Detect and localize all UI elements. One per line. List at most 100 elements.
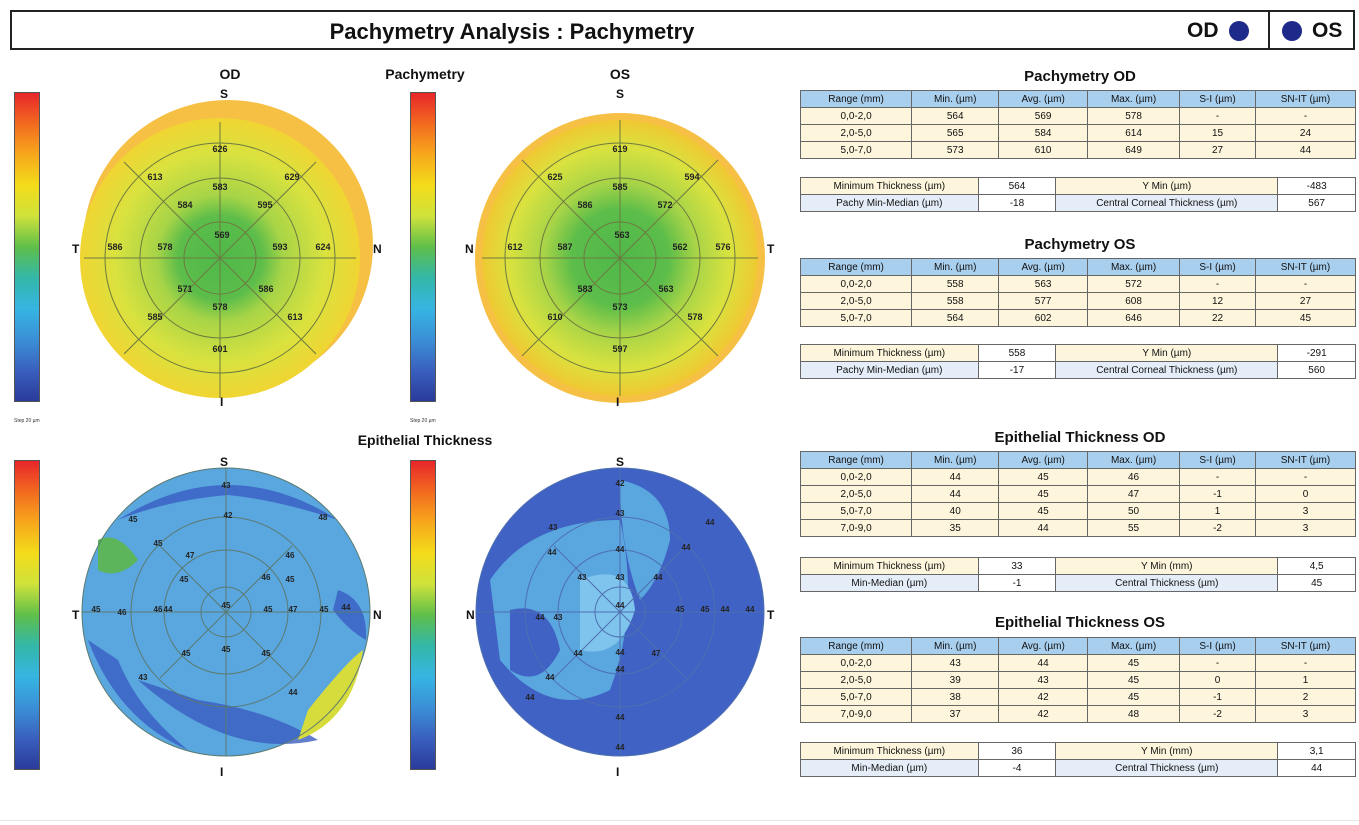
table-cell: 558 bbox=[911, 275, 1000, 293]
table-cell: 584 bbox=[998, 124, 1088, 142]
summary-label: Minimum Thickness (µm) bbox=[800, 557, 979, 575]
map-value: 586 bbox=[107, 242, 122, 252]
summary-value: -1 bbox=[977, 574, 1057, 592]
pachy-os-dir-i: I bbox=[616, 395, 620, 409]
epi-od-dir-n: N bbox=[373, 608, 382, 622]
epi-od-dir-t: T bbox=[72, 608, 80, 622]
summary-row: Minimum Thickness (µm) 33 Y Min (mm) 4,5 bbox=[800, 557, 1356, 575]
map-value: 569 bbox=[214, 230, 229, 240]
table-header-row: Range (mm) Min. (µm) Avg. (µm) Max. (µm) S-I… bbox=[799, 258, 1357, 276]
table-cell: 2,0-5,0 bbox=[799, 124, 913, 142]
summary-value: -17 bbox=[977, 361, 1057, 379]
table-cell: 38 bbox=[911, 688, 1000, 706]
pachy-os-summary: Minimum Thickness (µm) 558 Y Min (µm) -291 P… bbox=[800, 344, 1356, 379]
map-value: 586 bbox=[577, 200, 592, 210]
table-cell: 558 bbox=[911, 292, 1000, 310]
summary-value: 45 bbox=[1277, 574, 1356, 592]
table-cell: 42 bbox=[998, 705, 1088, 723]
table-cell: 45 bbox=[1086, 688, 1181, 706]
map-value: 571 bbox=[177, 284, 192, 294]
map-value: 45 bbox=[286, 575, 295, 584]
map-value: 583 bbox=[577, 284, 592, 294]
summary-value: 558 bbox=[977, 344, 1057, 362]
summary-label: Y Min (mm) bbox=[1055, 742, 1279, 760]
pachy-od-table: Range (mm) Min. (µm) Avg. (µm) Max. (µm) S-I… bbox=[799, 90, 1357, 159]
summary-label: Min-Median (µm) bbox=[800, 759, 979, 777]
table-row: 5,0-7,0 564 602 646 22 45 bbox=[799, 309, 1357, 327]
table-cell: - bbox=[1254, 654, 1357, 672]
table-cell: 3 bbox=[1254, 705, 1357, 723]
summary-row: Pachy Min-Median (µm) -17 Central Corneal … bbox=[800, 361, 1356, 379]
summary-value: -18 bbox=[977, 194, 1057, 212]
table-cell: - bbox=[1179, 275, 1256, 293]
table-cell: 50 bbox=[1086, 502, 1181, 520]
map-value: 585 bbox=[612, 182, 627, 192]
os-label: OS bbox=[1312, 19, 1343, 42]
table-cell: 3 bbox=[1254, 519, 1357, 537]
table-cell: - bbox=[1254, 107, 1357, 125]
table-row: 5,0-7,0 38 42 45 -1 2 bbox=[799, 688, 1357, 706]
table-cell: - bbox=[1179, 107, 1256, 125]
map-value: 46 bbox=[262, 573, 271, 582]
pachy-os-dir-t: T bbox=[767, 242, 775, 256]
map-value: 619 bbox=[612, 144, 627, 154]
map-value: 44 bbox=[526, 693, 535, 702]
map-value: 43 bbox=[139, 673, 148, 682]
table-cell: - bbox=[1254, 275, 1357, 293]
od-eye-tag[interactable]: OD bbox=[1187, 19, 1249, 43]
column-header: SN-IT (µm) bbox=[1254, 258, 1357, 276]
map-value: 44 bbox=[721, 605, 730, 614]
column-header: Max. (µm) bbox=[1086, 637, 1181, 655]
map-value: 44 bbox=[616, 743, 625, 752]
map-value: 593 bbox=[272, 242, 287, 252]
table-cell: 42 bbox=[998, 688, 1088, 706]
table-cell: 564 bbox=[911, 107, 1000, 125]
epi-os-dir-t: T bbox=[767, 608, 775, 622]
summary-value: -291 bbox=[1277, 344, 1356, 362]
epi-od-color-scale bbox=[14, 460, 40, 770]
table-cell: 45 bbox=[1086, 671, 1181, 689]
map-value: 44 bbox=[706, 518, 715, 527]
epi-od-dir-s: S bbox=[220, 455, 229, 469]
map-value: 45 bbox=[262, 649, 271, 658]
table-cell: 46 bbox=[1086, 468, 1181, 486]
table-cell: 2 bbox=[1254, 688, 1357, 706]
map-value: 45 bbox=[129, 515, 138, 524]
table-cell: 43 bbox=[998, 671, 1088, 689]
table-cell: 577 bbox=[998, 292, 1088, 310]
map-value: 587 bbox=[557, 242, 572, 252]
map-value: 45 bbox=[320, 605, 329, 614]
table-cell: - bbox=[1179, 654, 1256, 672]
map-value: 625 bbox=[547, 172, 562, 182]
table-cell: 614 bbox=[1086, 124, 1181, 142]
map-value: 43 bbox=[616, 573, 625, 582]
summary-value: 33 bbox=[977, 557, 1057, 575]
map-value: 44 bbox=[546, 673, 555, 682]
column-header: Range (mm) bbox=[799, 258, 913, 276]
table-header-row: Range (mm) Min. (µm) Avg. (µm) Max. (µm) S-I… bbox=[799, 90, 1357, 108]
table-cell: 1 bbox=[1179, 502, 1256, 520]
map-value: 585 bbox=[147, 312, 162, 322]
summary-label: Central Corneal Thickness (µm) bbox=[1055, 361, 1279, 379]
map-value: 46 bbox=[286, 551, 295, 560]
column-header: SN-IT (µm) bbox=[1254, 637, 1357, 655]
summary-value: 3,1 bbox=[1277, 742, 1356, 760]
summary-label: Minimum Thickness (µm) bbox=[800, 344, 979, 362]
column-header: SN-IT (µm) bbox=[1254, 90, 1357, 108]
epi-os-dir-n: N bbox=[466, 608, 475, 622]
summary-label: Pachy Min-Median (µm) bbox=[800, 361, 979, 379]
column-header: Range (mm) bbox=[799, 90, 913, 108]
summary-row: Minimum Thickness (µm) 36 Y Min (mm) 3,1 bbox=[800, 742, 1356, 760]
map-value: 578 bbox=[687, 312, 702, 322]
map-value: 562 bbox=[672, 242, 687, 252]
os-eye-tag[interactable]: OS bbox=[1282, 19, 1342, 43]
column-header: Range (mm) bbox=[799, 451, 913, 469]
table-cell: 0,0-2,0 bbox=[799, 275, 913, 293]
map-value: 47 bbox=[289, 605, 298, 614]
table-cell: - bbox=[1254, 468, 1357, 486]
pachy-os-label: OS bbox=[609, 66, 631, 82]
table-cell: 2,0-5,0 bbox=[799, 292, 913, 310]
map-value: 45 bbox=[182, 649, 191, 658]
map-value: 624 bbox=[315, 242, 330, 252]
map-value: 594 bbox=[684, 172, 699, 182]
